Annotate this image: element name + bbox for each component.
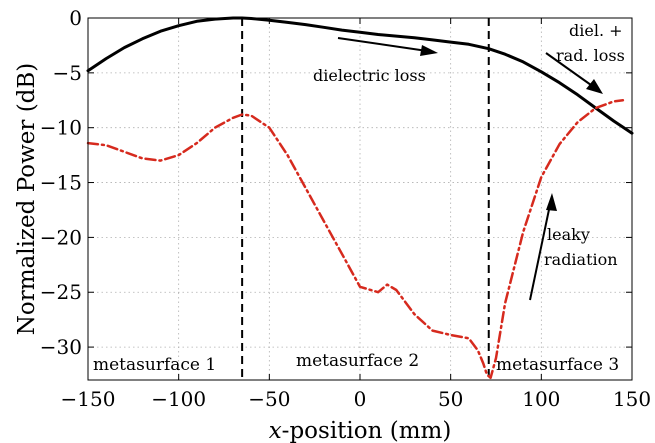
diel-rad-arrowhead bbox=[586, 79, 603, 94]
x-tick-label: −150 bbox=[61, 387, 116, 411]
x-tick-label: 0 bbox=[354, 387, 367, 411]
dielectric-loss-label: dielectric loss bbox=[313, 66, 426, 85]
x-tick-label: −100 bbox=[151, 387, 206, 411]
region-boundaries bbox=[241, 18, 490, 380]
y-tick-label: −15 bbox=[40, 171, 82, 195]
x-axis-label-rest: -position (mm) bbox=[282, 418, 452, 443]
grid bbox=[88, 18, 632, 380]
diel-rad-label-line1: diel. + bbox=[569, 21, 623, 40]
dielectric-loss-arrowhead bbox=[420, 45, 438, 56]
y-tick-label: −20 bbox=[40, 225, 82, 249]
diel-rad-label-line2: rad. loss bbox=[556, 46, 625, 65]
x-axis-label: x-position (mm) bbox=[269, 418, 452, 443]
x-tick-label: 100 bbox=[522, 387, 560, 411]
leaky-radiation-arrow bbox=[529, 199, 552, 301]
region-label-metasurface-3: metasurface 3 bbox=[496, 355, 619, 375]
region-labels: metasurface 1 metasurface 2 metasurface … bbox=[93, 351, 619, 375]
series-line-solid bbox=[86, 16, 634, 135]
x-tick-label: 50 bbox=[438, 387, 463, 411]
x-tick-label: −50 bbox=[248, 387, 290, 411]
series-group bbox=[86, 16, 634, 380]
y-tick-label: 0 bbox=[69, 6, 82, 30]
annotations: dielectric loss diel. + rad. loss leaky … bbox=[313, 21, 625, 301]
y-tick-label: −10 bbox=[40, 116, 82, 140]
x-axis-label-italic: x bbox=[269, 418, 282, 443]
y-tick-label: −25 bbox=[40, 280, 82, 304]
y-axis-label: Normalized Power (dB) bbox=[14, 63, 40, 336]
diel-rad-arrow bbox=[545, 52, 599, 91]
series-line-dashdot bbox=[86, 99, 625, 380]
ticks bbox=[87, 17, 633, 380]
leaky-radiation-arrowhead bbox=[546, 193, 557, 211]
leaky-radiation-label-line2: radiation bbox=[544, 250, 618, 269]
dielectric-loss-arrow bbox=[337, 37, 435, 53]
leaky-radiation-label-line1: leaky bbox=[547, 225, 590, 244]
y-tick-label: −30 bbox=[40, 335, 82, 359]
region-label-metasurface-1: metasurface 1 bbox=[93, 355, 216, 375]
x-tick-label: 150 bbox=[613, 387, 651, 411]
y-tick-label: −5 bbox=[53, 61, 82, 85]
region-label-metasurface-2: metasurface 2 bbox=[296, 351, 419, 371]
tick-labels: −150 −100 −50 0 50 100 150 0 −5 −10 −15 −20 −25 −30 bbox=[40, 6, 651, 411]
